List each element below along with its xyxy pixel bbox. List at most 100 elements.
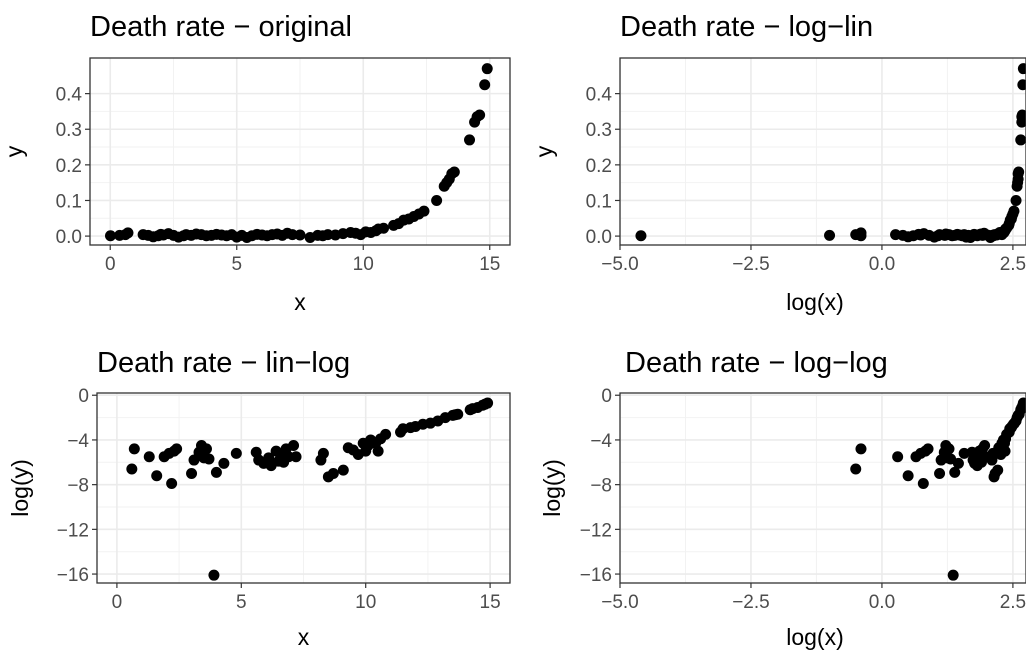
points [104, 63, 493, 244]
points [850, 397, 1026, 581]
y-tick-label: 0.0 [586, 227, 612, 248]
y-tick-label: −12 [57, 520, 89, 541]
x-tick-label: 10 [353, 254, 374, 275]
panel-border [89, 57, 511, 246]
data-point [122, 227, 134, 239]
x-tick-label: −2.5 [732, 592, 770, 613]
data-point [481, 63, 493, 75]
data-point [126, 463, 138, 475]
data-point [294, 229, 306, 241]
y-tick-label: −8 [590, 476, 612, 497]
y-tick-label: −16 [57, 565, 89, 586]
data-point [448, 166, 460, 178]
y-tick-label: 0.0 [56, 227, 82, 248]
x-tick-label: −5.0 [601, 592, 639, 613]
data-point [934, 467, 946, 479]
data-point [902, 470, 914, 482]
data-point [171, 443, 183, 455]
data-point [418, 205, 430, 217]
data-point [143, 451, 155, 463]
data-point [128, 443, 140, 455]
data-point [922, 443, 934, 455]
y-tick-label: 0.4 [586, 85, 613, 106]
data-point [635, 230, 647, 242]
data-point [1017, 397, 1026, 409]
x-tick-label: 15 [479, 254, 500, 275]
x-tick-label: 15 [480, 592, 501, 613]
data-point [210, 466, 222, 478]
data-point [855, 443, 867, 455]
data-point [999, 445, 1011, 457]
panel-2: −5.0 −2.5 0.0 2.5 0.0 0.1 0.2 0.3 0.4 Death rate … [531, 11, 1026, 315]
data-point [166, 478, 178, 490]
panel-4: −5.0 −2.5 0.0 2.5 0 −4 −8 −12 −16 Death rate − lo… [539, 347, 1026, 650]
data-point [482, 397, 494, 409]
y-tick-label: −8 [67, 476, 89, 497]
data-point [952, 457, 964, 469]
data-point [855, 230, 867, 242]
chart-title: Death rate − lin−log [97, 347, 350, 379]
data-point [947, 569, 959, 581]
x-axis-label: x [298, 624, 310, 650]
plot-area [620, 58, 1026, 245]
y-tick-label: −4 [590, 431, 612, 452]
x-axis-label: x [294, 289, 306, 315]
data-point [979, 440, 991, 452]
grid [90, 58, 510, 245]
data-point [230, 447, 242, 459]
grid [97, 393, 510, 583]
panel-border [619, 392, 1026, 584]
data-point [1017, 63, 1026, 75]
data-point [431, 194, 443, 206]
data-point [208, 569, 220, 581]
data-point [337, 464, 349, 476]
data-point [290, 451, 302, 463]
x-tick-label: −2.5 [732, 254, 770, 275]
grid [620, 393, 1026, 583]
chart-title: Death rate − original [90, 11, 352, 43]
data-point [1016, 109, 1026, 121]
y-axis-label: log(y) [7, 459, 33, 517]
data-point [288, 440, 300, 452]
x-tick-label: −5.0 [601, 254, 639, 275]
x-tick-label: 0 [112, 592, 123, 613]
panel-border [96, 392, 511, 584]
y-tick-label: 0 [601, 386, 612, 407]
data-point [151, 470, 163, 482]
y-tick-label: −4 [67, 431, 89, 452]
y-tick-label: 0.2 [586, 156, 612, 177]
data-point [1013, 166, 1025, 178]
y-axis-label: log(y) [539, 459, 565, 517]
panel-3: 0 5 10 15 0 −4 −8 −12 −16 Death rate − lin−log x lo… [7, 347, 511, 650]
x-axis-label: log(x) [786, 289, 844, 315]
data-point [474, 109, 486, 121]
chart-title: Death rate − log−log [625, 347, 888, 379]
y-axis-label: y [531, 145, 557, 157]
data-point [200, 443, 212, 455]
points [126, 397, 494, 581]
data-point [464, 134, 476, 146]
y-tick-label: 0.1 [56, 191, 82, 212]
x-tick-label: 2.5 [1000, 592, 1026, 613]
chart-title: Death rate − log−lin [620, 11, 873, 43]
panel-1: 0 5 10 15 0.0 0.1 0.2 0.3 0.4 Death rate − origin… [1, 11, 511, 315]
data-point [377, 222, 389, 234]
y-tick-label: −16 [580, 565, 612, 586]
x-tick-label: 0.0 [869, 592, 895, 613]
y-tick-label: 0.4 [56, 85, 83, 106]
data-point [218, 457, 230, 469]
y-tick-label: 0.3 [56, 120, 82, 141]
data-point [943, 443, 955, 455]
panel-border [619, 57, 1026, 246]
data-point [188, 454, 200, 466]
x-tick-label: 2.5 [1000, 254, 1026, 275]
data-point [949, 466, 961, 478]
x-tick-label: 0 [105, 254, 116, 275]
data-point [1008, 205, 1020, 217]
data-point [186, 467, 198, 479]
data-point [479, 79, 491, 91]
data-point [327, 467, 339, 479]
x-tick-label: 5 [231, 254, 242, 275]
x-tick-label: 10 [355, 592, 376, 613]
plot-area [620, 393, 1026, 583]
